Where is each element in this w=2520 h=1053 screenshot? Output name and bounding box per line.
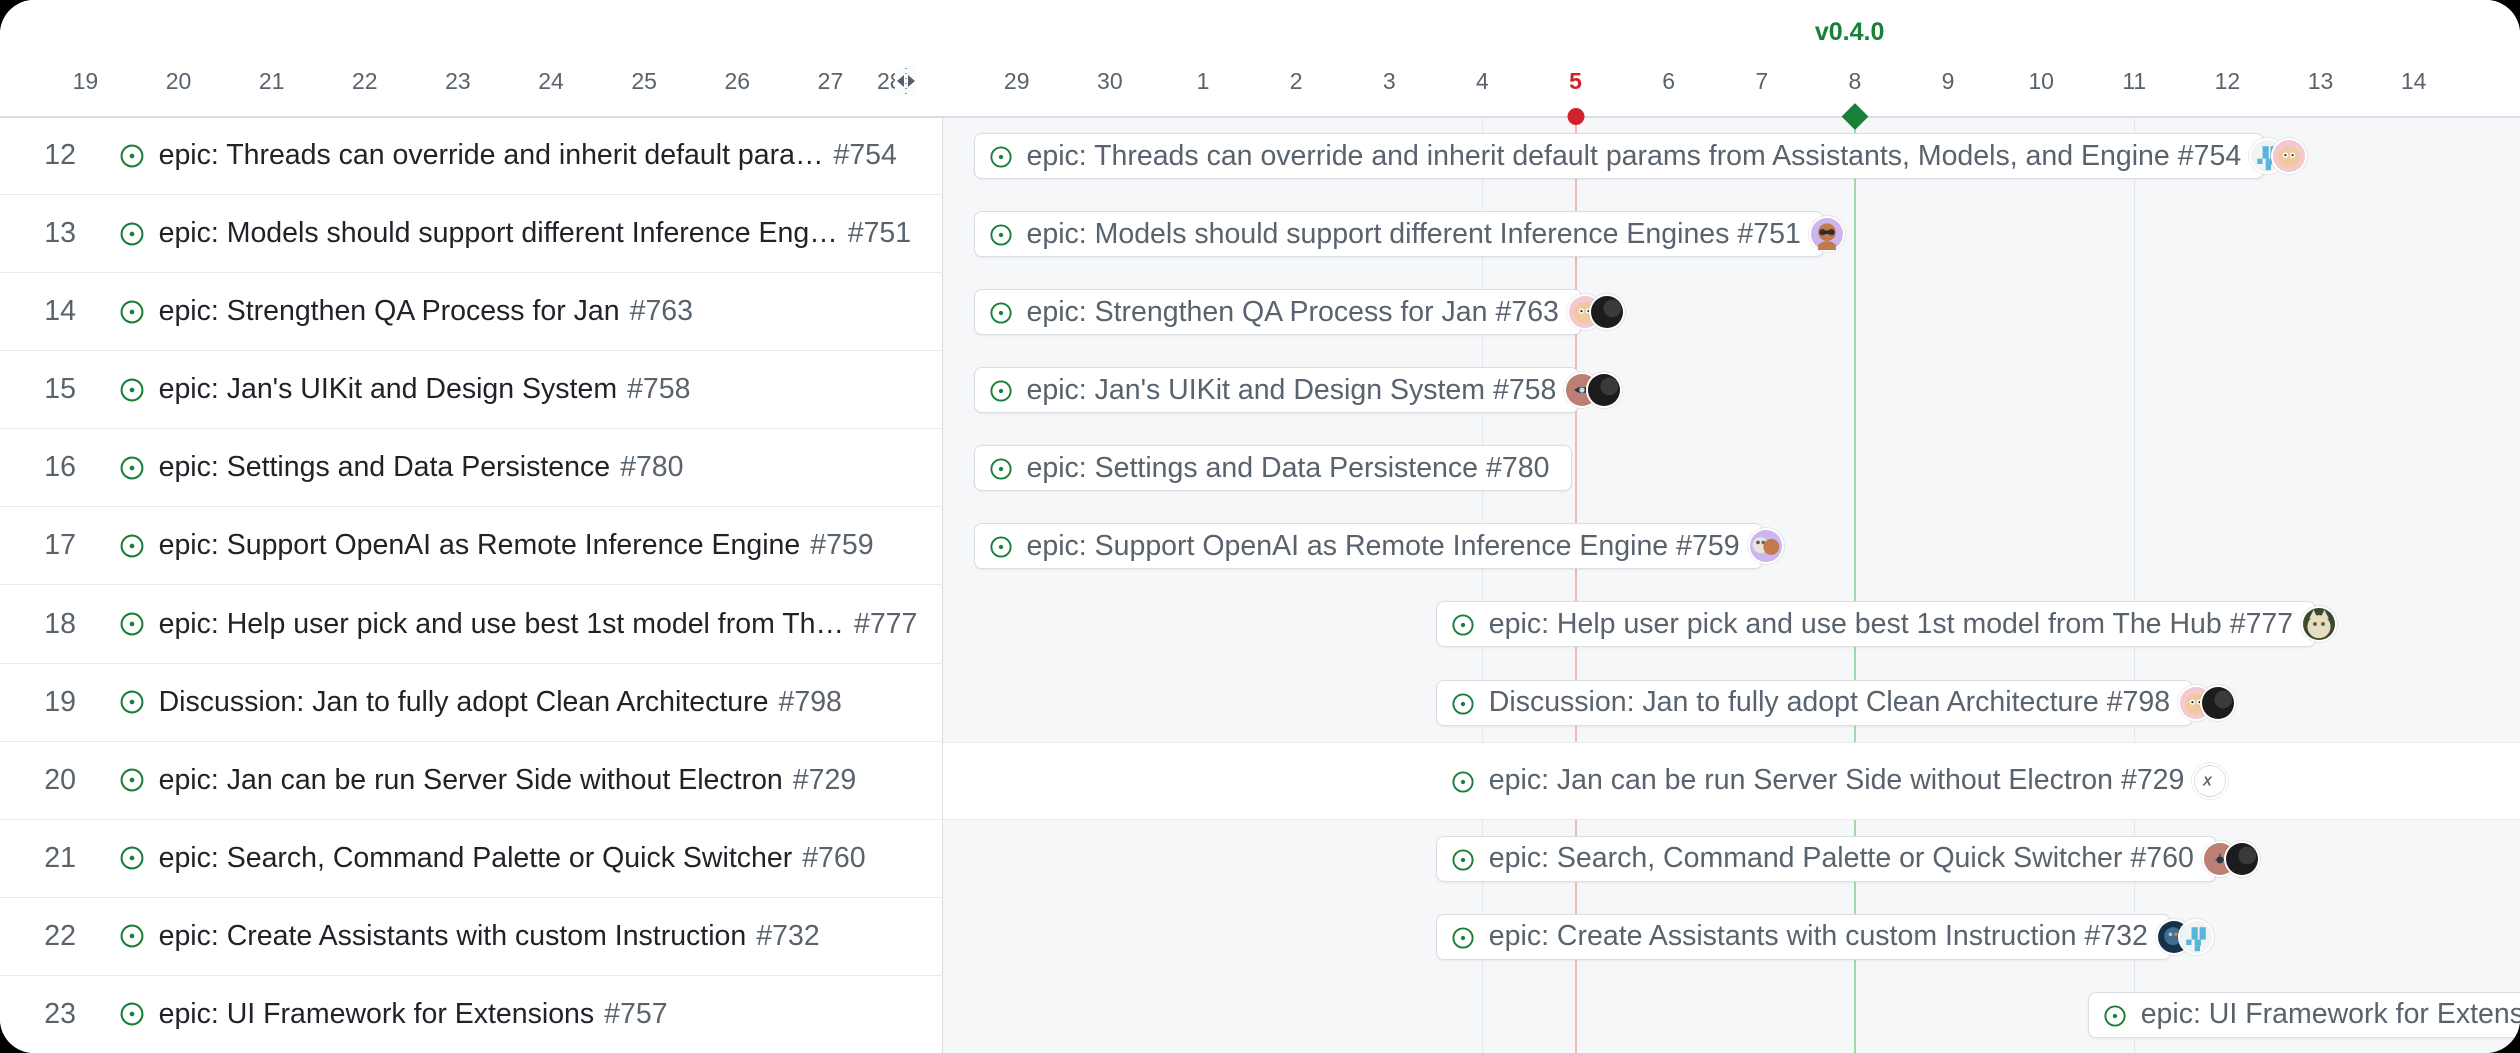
svg-text:X: X [2202,773,2213,788]
